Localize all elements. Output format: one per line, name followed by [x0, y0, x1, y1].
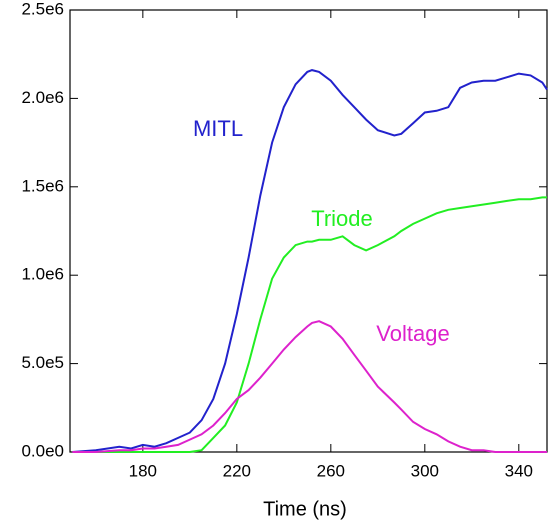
series-line [72, 196, 547, 453]
x-axis-label: Time (ns) [263, 498, 347, 520]
x-tick-label: 180 [129, 461, 157, 480]
plot-frame [69, 9, 548, 453]
series-label: Voltage [376, 321, 449, 346]
x-tick-label: 220 [223, 461, 251, 480]
series-label: MITL [193, 116, 243, 141]
x-tick-label: 300 [411, 461, 439, 480]
y-tick-label: 0.0e0 [21, 441, 64, 460]
series-line [72, 69, 548, 453]
y-tick-label: 2.0e6 [21, 88, 64, 107]
y-tick-label: 5.0e5 [21, 353, 64, 372]
y-tick-label: 2.5e6 [21, 0, 64, 18]
series-line [72, 320, 547, 453]
y-tick-label: 1.0e6 [21, 265, 64, 284]
x-tick-label: 340 [505, 461, 533, 480]
y-tick-label: 1.5e6 [21, 176, 64, 195]
x-tick-label: 260 [317, 461, 345, 480]
series-label: Triode [311, 206, 373, 231]
